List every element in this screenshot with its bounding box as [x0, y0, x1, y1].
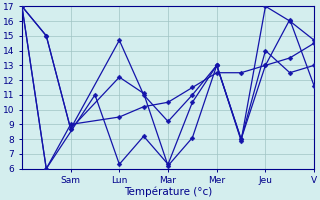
X-axis label: Température (°c): Température (°c) — [124, 187, 212, 197]
